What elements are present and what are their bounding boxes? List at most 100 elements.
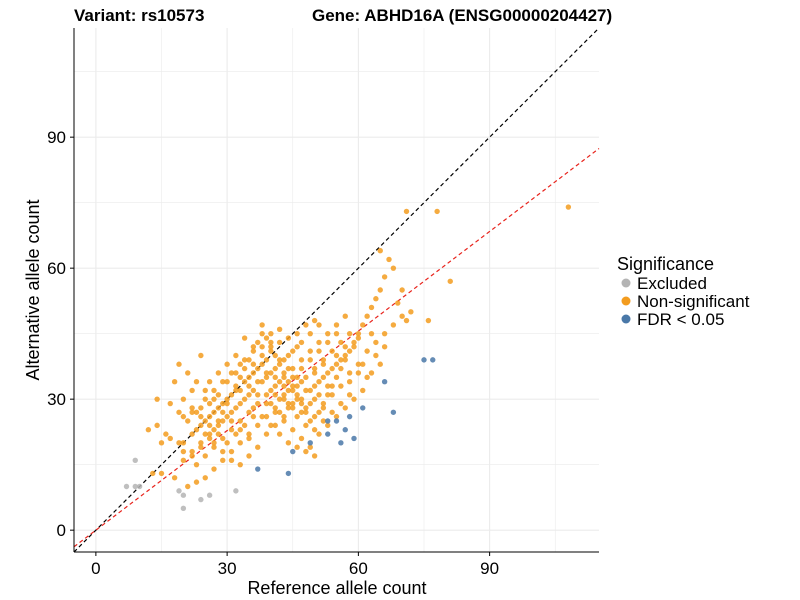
data-point-non-significant — [325, 370, 331, 376]
data-point-non-significant — [311, 427, 318, 433]
data-point-non-significant — [237, 427, 243, 433]
data-point-non-significant — [298, 339, 305, 346]
data-point-non-significant — [360, 387, 366, 394]
data-point-non-significant — [237, 461, 243, 468]
data-point-excluded — [180, 505, 187, 512]
data-point-non-significant — [281, 396, 287, 402]
data-point-non-significant — [329, 365, 335, 372]
data-point-non-significant — [198, 352, 204, 359]
data-point-non-significant — [189, 409, 195, 415]
data-point-non-significant — [202, 387, 208, 394]
data-point-excluded — [123, 483, 130, 490]
data-point-non-significant — [355, 330, 362, 337]
data-point-non-significant — [351, 339, 357, 346]
data-point-non-significant — [285, 440, 292, 446]
data-point-non-significant — [294, 374, 300, 381]
data-point-fdr-0-05 — [333, 418, 340, 424]
data-point-non-significant — [171, 475, 178, 481]
data-point-fdr-0-05 — [338, 440, 344, 446]
data-point-fdr-0-05 — [285, 470, 292, 477]
data-point-non-significant — [180, 457, 187, 463]
data-point-non-significant — [250, 361, 257, 367]
data-point-non-significant — [346, 392, 353, 398]
y-tick-label: 0 — [57, 521, 66, 540]
data-point-non-significant — [298, 357, 305, 363]
data-point-non-significant — [220, 418, 226, 424]
data-point-non-significant — [176, 409, 182, 415]
data-point-non-significant — [220, 448, 226, 455]
tick-labels: 0 30 60 90 0 30 60 90 — [47, 128, 499, 578]
data-point-non-significant — [259, 361, 265, 367]
data-point-fdr-0-05 — [381, 379, 388, 385]
data-point-non-significant — [303, 322, 309, 328]
data-point-non-significant — [263, 392, 270, 398]
data-point-non-significant — [237, 440, 243, 446]
data-point-non-significant — [298, 409, 305, 415]
data-point-non-significant — [246, 383, 252, 389]
data-point-non-significant — [211, 440, 217, 446]
data-point-non-significant — [246, 435, 252, 442]
data-point-non-significant — [303, 448, 309, 455]
data-point-non-significant — [193, 409, 200, 415]
data-point-non-significant — [268, 422, 274, 429]
data-point-non-significant — [290, 383, 296, 389]
data-point-excluded — [198, 496, 204, 503]
data-point-non-significant — [237, 418, 243, 424]
data-point-non-significant — [259, 322, 265, 328]
data-point-non-significant — [206, 400, 213, 407]
data-point-non-significant — [268, 387, 274, 394]
data-point-non-significant — [202, 475, 208, 481]
data-point-non-significant — [368, 330, 375, 337]
data-point-non-significant — [285, 335, 292, 341]
data-point-non-significant — [320, 361, 327, 367]
data-point-fdr-0-05 — [390, 409, 397, 415]
data-point-fdr-0-05 — [421, 357, 427, 363]
data-point-non-significant — [228, 448, 235, 455]
data-point-non-significant — [333, 361, 340, 367]
data-point-non-significant — [237, 361, 243, 367]
data-point-non-significant — [338, 357, 344, 363]
data-point-non-significant — [294, 413, 300, 420]
data-point-non-significant — [150, 470, 156, 477]
data-point-fdr-0-05 — [430, 357, 436, 363]
data-point-non-significant — [263, 431, 270, 437]
reference-line-fit — [73, 148, 600, 548]
data-point-non-significant — [281, 357, 287, 363]
data-point-fdr-0-05 — [290, 448, 296, 455]
data-point-non-significant — [390, 322, 397, 328]
data-point-non-significant — [198, 440, 204, 446]
x-tick-label: 30 — [218, 559, 237, 578]
data-point-non-significant — [241, 357, 248, 363]
data-point-non-significant — [259, 413, 265, 420]
data-point-fdr-0-05 — [325, 418, 331, 424]
data-point-fdr-0-05 — [360, 405, 366, 411]
data-point-non-significant — [228, 370, 235, 376]
data-point-non-significant — [185, 483, 191, 490]
data-point-non-significant — [215, 370, 222, 376]
data-point-non-significant — [447, 278, 453, 284]
data-point-non-significant — [167, 400, 173, 407]
axes — [73, 28, 599, 553]
data-point-non-significant — [272, 405, 278, 411]
data-point-non-significant — [272, 365, 278, 372]
data-point-non-significant — [290, 365, 296, 372]
data-point-non-significant — [303, 405, 309, 411]
data-point-non-significant — [346, 330, 353, 337]
data-point-non-significant — [246, 431, 252, 437]
data-point-non-significant — [145, 427, 152, 433]
data-point-non-significant — [311, 365, 318, 372]
data-point-non-significant — [316, 431, 322, 437]
data-point-non-significant — [233, 405, 239, 411]
data-point-non-significant — [338, 400, 344, 407]
data-point-non-significant — [272, 352, 278, 359]
data-point-non-significant — [228, 427, 235, 433]
data-point-non-significant — [268, 370, 274, 376]
data-point-non-significant — [154, 396, 160, 402]
data-point-non-significant — [241, 365, 248, 372]
data-point-non-significant — [298, 365, 305, 372]
data-point-non-significant — [206, 413, 213, 420]
data-point-non-significant — [333, 374, 340, 381]
data-point-non-significant — [307, 330, 313, 337]
data-point-non-significant — [294, 396, 300, 402]
data-point-non-significant — [237, 400, 243, 407]
